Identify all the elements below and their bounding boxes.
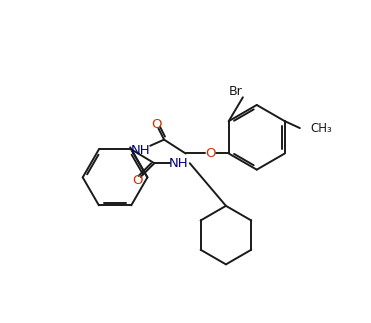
Text: CH₃: CH₃ xyxy=(311,121,332,135)
Text: O: O xyxy=(205,147,216,160)
Text: O: O xyxy=(151,118,162,131)
Text: NH: NH xyxy=(169,157,189,170)
Text: Br: Br xyxy=(228,85,242,98)
Text: NH: NH xyxy=(131,144,151,157)
Text: O: O xyxy=(132,174,142,187)
